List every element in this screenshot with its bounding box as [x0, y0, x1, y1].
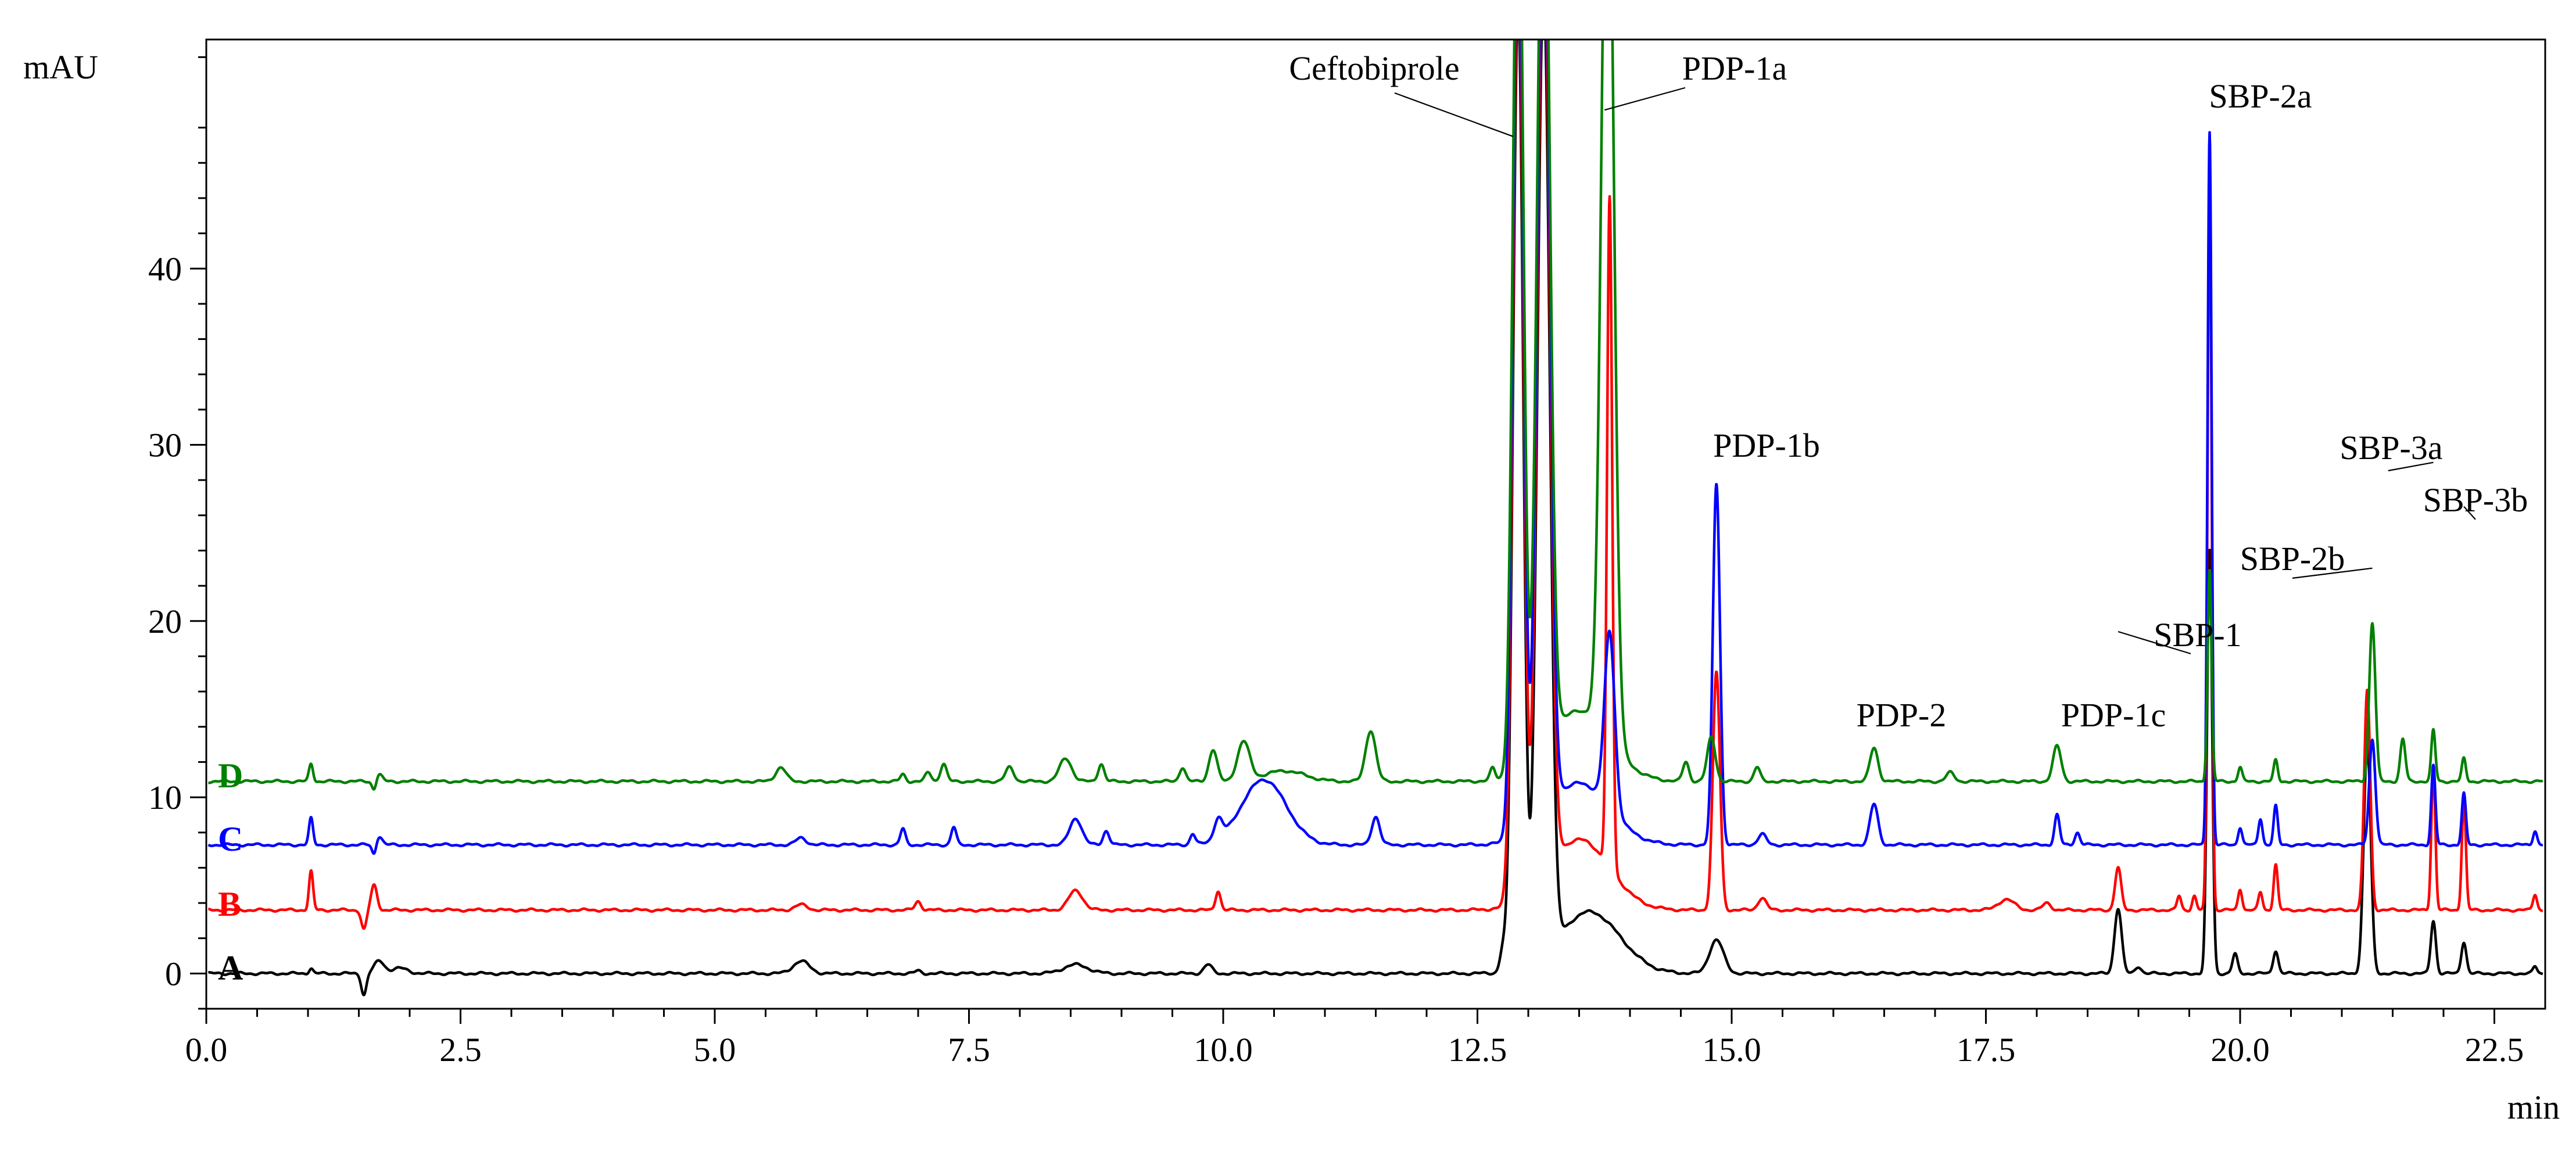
- y-tick-label: 30: [148, 427, 182, 464]
- trace-c: [207, 40, 2544, 855]
- peak-label-pdp-1a: PDP-1a: [1682, 49, 1787, 87]
- peak-label-ceftobiprole: Ceftobiprole: [1289, 49, 1459, 87]
- peak-label-sbp-2a: SBP-2a: [2209, 77, 2312, 115]
- x-tick-label: 0.0: [185, 1031, 228, 1069]
- peak-label-pdp-1b: PDP-1b: [1713, 427, 1820, 464]
- trace-d: [207, 40, 2544, 791]
- leader-line-sbp-2b: [2292, 567, 2373, 579]
- peak-label-sbp-2b: SBP-2b: [2240, 540, 2345, 578]
- x-axis-ticks: 0.0 2.5 5.0 7.5 10.0 12.5 15.0 17.5 20.0 22.5: [185, 1009, 2524, 1069]
- trace-label-a: A: [218, 948, 243, 987]
- x-tick-label: 22.5: [2465, 1031, 2524, 1069]
- y-axis-ticks: 0 10 20 30 40: [148, 56, 206, 1010]
- trace-label-b: B: [218, 885, 241, 923]
- trace-layer: [207, 40, 2544, 997]
- peak-label-sbp-1: SBP-1: [2154, 616, 2242, 654]
- y-axis-unit: mAU: [23, 48, 98, 86]
- leader-line-pdp-1a: [1604, 87, 1686, 111]
- x-tick-label: 7.5: [948, 1031, 990, 1069]
- x-tick-label: 17.5: [1957, 1031, 2016, 1069]
- y-tick-label: 40: [148, 250, 182, 288]
- y-tick-label: 0: [165, 955, 182, 992]
- leader-layer: [1394, 87, 2476, 655]
- trace-label-c: C: [218, 820, 243, 858]
- x-tick-label: 15.0: [1702, 1031, 1761, 1069]
- trace-label-d: D: [218, 757, 243, 795]
- trace-b: [207, 40, 2544, 930]
- leader-line-sbp-1: [2118, 630, 2191, 655]
- trace-a: [207, 40, 2544, 997]
- peak-annotations: Ceftobiprole PDP-1a PDP-1b PDP-2 PDP-1c SBP-1…: [1289, 49, 2528, 734]
- leader-line-ceftobiprole: [1394, 92, 1514, 137]
- peak-label-sbp-3a: SBP-3a: [2339, 429, 2442, 467]
- leader-line-sbp-3b: [2463, 506, 2476, 520]
- x-tick-label: 5.0: [694, 1031, 736, 1069]
- x-tick-label: 12.5: [1448, 1031, 1507, 1069]
- x-axis-unit: min: [2507, 1088, 2560, 1126]
- leader-line-sbp-3a: [2388, 461, 2434, 472]
- x-tick-label: 20.0: [2210, 1031, 2270, 1069]
- peak-label-pdp-1c: PDP-1c: [2061, 696, 2166, 734]
- y-tick-label: 10: [148, 779, 182, 816]
- x-tick-label: 10.0: [1194, 1031, 1253, 1069]
- peak-label-pdp-2: PDP-2: [1857, 696, 1947, 734]
- x-tick-label: 2.5: [439, 1031, 482, 1069]
- peak-label-sbp-3b: SBP-3b: [2423, 481, 2528, 519]
- y-tick-label: 20: [148, 603, 182, 640]
